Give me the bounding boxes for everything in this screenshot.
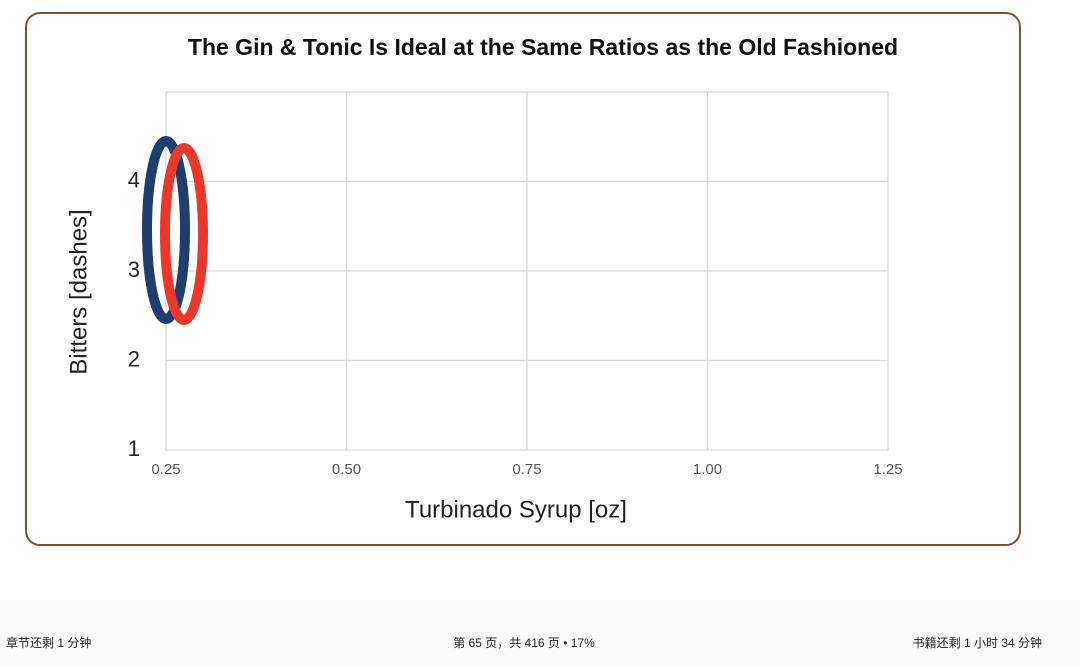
highlight-ellipse bbox=[142, 136, 190, 324]
y-tick-label: 1 bbox=[128, 436, 140, 461]
y-axis-label: Bitters [dashes] bbox=[65, 209, 92, 374]
chapter-time: 章节还剩 1 分钟 bbox=[6, 635, 91, 650]
page-progress: 第 65 页，共 416 页 • 17% bbox=[453, 636, 595, 650]
x-tick-label: 1.25 bbox=[873, 461, 902, 478]
status-bar bbox=[0, 600, 1080, 667]
x-tick-label: 1.00 bbox=[693, 461, 722, 478]
y-tick-label: 3 bbox=[128, 257, 140, 282]
chart-frame bbox=[25, 12, 1021, 546]
y-tick-label: 2 bbox=[128, 346, 140, 371]
plot: 1 2 3 4 0.25 0.50 0.75 1.00 1.25 bbox=[128, 91, 903, 478]
x-tick-label: 0.50 bbox=[332, 461, 361, 478]
x-axis-label: Turbinado Syrup [oz] bbox=[405, 496, 627, 523]
y-tick-label: 4 bbox=[128, 167, 140, 192]
book-time: 书籍还剩 1 小时 34 分钟 bbox=[913, 635, 1042, 650]
chart-title: The Gin & Tonic Is Ideal at the Same Rat… bbox=[188, 34, 898, 60]
highlight-ellipse bbox=[160, 143, 208, 325]
x-tick-label: 0.75 bbox=[512, 461, 541, 478]
x-tick-label: 0.25 bbox=[151, 461, 180, 478]
